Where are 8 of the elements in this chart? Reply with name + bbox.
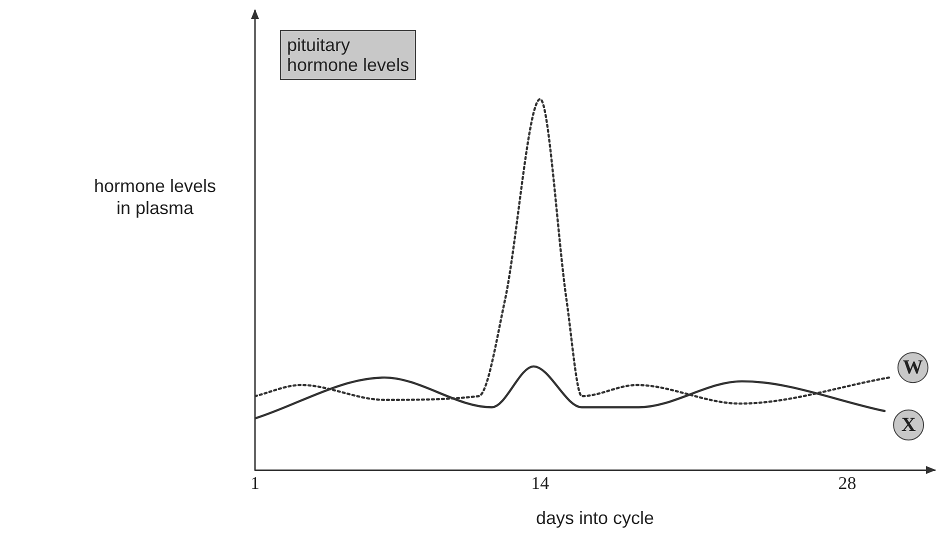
text: pituitary hormone levels	[280, 30, 416, 80]
x-tick-label: 1	[250, 472, 260, 493]
series-label: W	[902, 356, 923, 379]
series-label: X	[901, 414, 916, 436]
x-axis-title: days into cycle	[534, 508, 656, 529]
x-tick-label: 28	[838, 472, 856, 493]
y-axis-title: hormone levels in plasma	[92, 175, 218, 219]
x-tick-label: 14	[531, 472, 550, 493]
